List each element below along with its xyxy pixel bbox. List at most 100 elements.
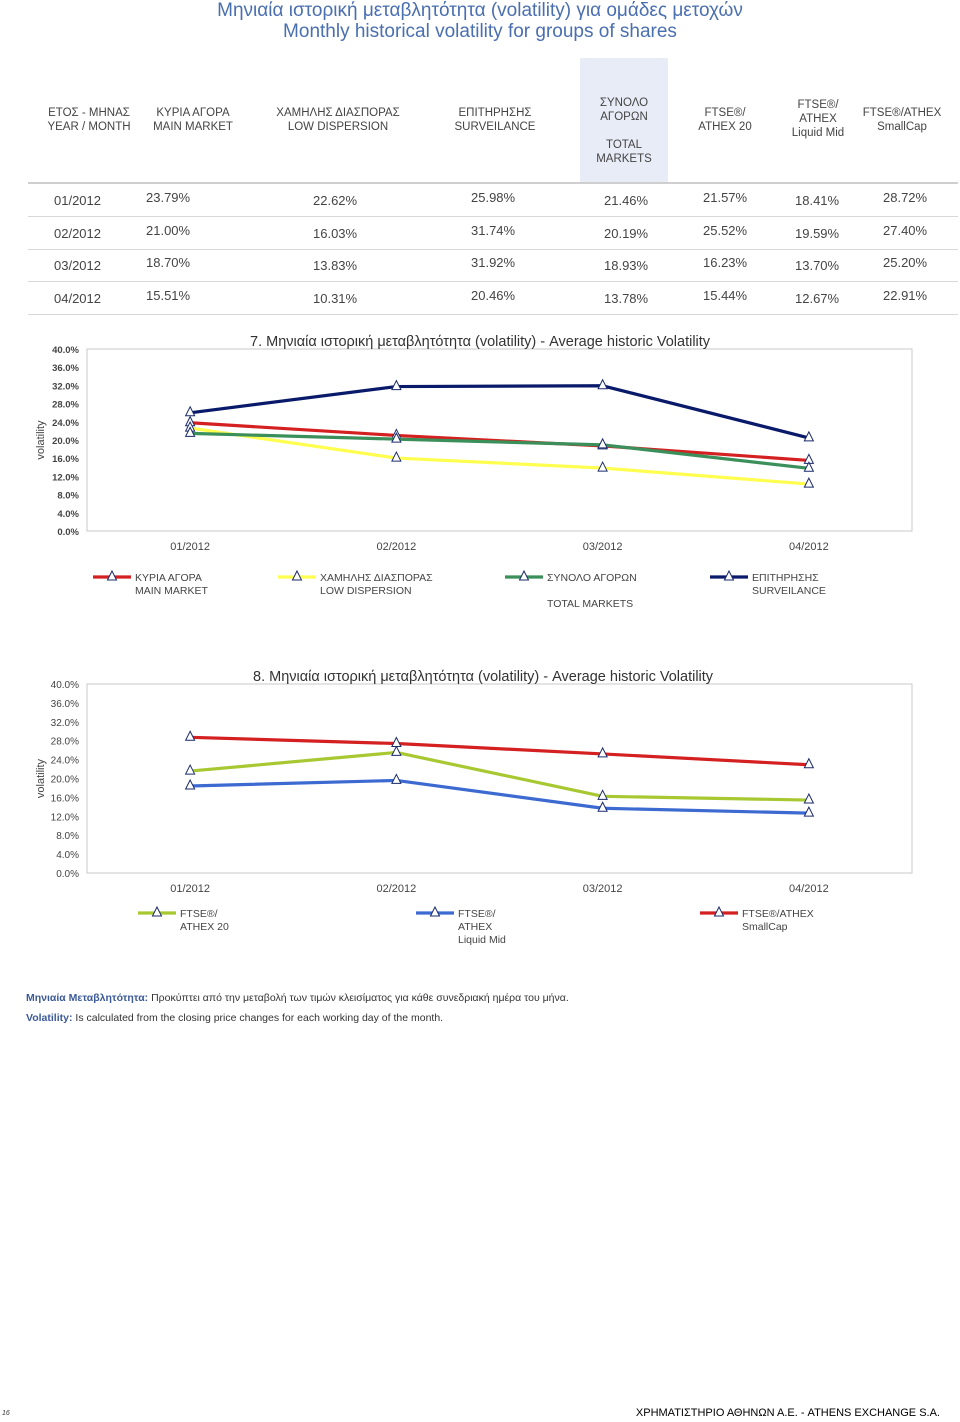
data-point bbox=[391, 450, 402, 462]
legend-marker bbox=[106, 569, 118, 581]
table-cell-value: 18.93% bbox=[604, 258, 649, 273]
header-line: FTSE®/ATHEX bbox=[862, 107, 942, 119]
note-greek: Μηνιαία Μεταβλητότητα: Προκύπτει από την… bbox=[26, 992, 569, 1004]
table-cell-value: 13.70% bbox=[795, 258, 840, 273]
y-tick-label: 20.0% bbox=[52, 436, 79, 447]
chart-title: 7. Μηνιαία ιστορική μεταβλητότητα (volat… bbox=[250, 334, 711, 350]
legend-label: FTSE®/ATHEX bbox=[742, 908, 814, 920]
x-tick-label: 02/2012 bbox=[376, 883, 416, 895]
y-tick-label: 20.0% bbox=[51, 775, 79, 786]
series-line bbox=[189, 426, 809, 486]
page-title-greek: Μηνιαία ιστορική μεταβλητότητα (volatili… bbox=[217, 0, 743, 21]
chart-svg: 0.0% 4.0% 8.0% 12.0% 16.0% 20.0% 24.0% 28.0% 32.… bbox=[35, 334, 913, 610]
legend-label: ΕΠΙΤΗΡΗΣΗΣ bbox=[752, 572, 819, 584]
data-point bbox=[803, 476, 815, 488]
legend-marker bbox=[291, 569, 303, 581]
note-english: Volatility: Is calculated from the closi… bbox=[26, 1012, 444, 1024]
data-point bbox=[803, 461, 815, 472]
y-axis-label: volatility bbox=[35, 758, 47, 798]
header-line: ΧΑΜΗΛΗΣ ΔΙΑΣΠΟΡΑΣ bbox=[276, 107, 400, 119]
legend-label: FTSE®/ bbox=[458, 908, 496, 920]
table-header-cell: ΕΤΟΣ - ΜΗΝΑΣ YEAR / MONTH bbox=[34, 106, 144, 134]
table-cell-value: 23.79% bbox=[146, 190, 191, 205]
table-cell-value: 20.46% bbox=[471, 287, 516, 303]
table-cell-value: 21.57% bbox=[703, 190, 748, 205]
chart-svg: 0.0% 4.0% 8.0% 12.0% 16.0% 20.0% 24.0% 28.0% 32.… bbox=[35, 669, 913, 946]
header-line: FTSE®/ bbox=[704, 107, 746, 119]
table-cell-value: 16.23% bbox=[703, 255, 748, 270]
legend-label: MAIN MARKET bbox=[135, 585, 209, 597]
legend-marker bbox=[518, 569, 530, 581]
y-tick-label: 12.0% bbox=[52, 472, 79, 483]
legend-label: ΧΑΜΗΛΗΣ ΔΙΑΣΠΟΡΑΣ bbox=[320, 572, 433, 584]
y-tick-label: 32.0% bbox=[52, 381, 79, 392]
table-cell-value: 21.46% bbox=[604, 193, 649, 208]
header-divider bbox=[28, 182, 958, 184]
series-line bbox=[189, 750, 809, 802]
y-tick-label: 8.0% bbox=[56, 831, 79, 842]
header-line: MAIN MARKET bbox=[153, 121, 233, 133]
header-line: YEAR / MONTH bbox=[47, 121, 131, 133]
data-point bbox=[184, 778, 196, 790]
series-line bbox=[190, 778, 809, 815]
y-tick-label: 24.0% bbox=[51, 756, 79, 767]
header-line: ΕΤΟΣ - ΜΗΝΑΣ bbox=[48, 107, 130, 119]
legend-marker bbox=[429, 905, 441, 917]
y-tick-label: 24.0% bbox=[52, 418, 79, 429]
table-cell-value: 25.52% bbox=[703, 222, 748, 238]
table-cell-value: 21.00% bbox=[146, 222, 191, 238]
legend-label: FTSE®/ bbox=[180, 908, 218, 920]
data-point bbox=[391, 379, 402, 391]
table-header-cell: FTSE®/ATHEX SmallCap bbox=[852, 106, 952, 134]
table-header-cell: ΣΥΝΟΛΟ ΑΓΟΡΩΝ TOTAL MARKETS bbox=[580, 96, 668, 166]
table-cell-value: 10.31% bbox=[313, 290, 358, 306]
data-point bbox=[184, 426, 196, 437]
x-tick-label: 01/2012 bbox=[170, 883, 210, 895]
table-cell-value: 25.20% bbox=[883, 255, 928, 270]
header-line: ATHEX bbox=[799, 113, 837, 125]
y-tick-label: 32.0% bbox=[51, 718, 79, 729]
table-cell-month: 03/2012 bbox=[54, 258, 101, 273]
header-line: ΚΥΡΙΑ ΑΓΟΡΑ bbox=[156, 107, 230, 119]
table-cell-value: 25.98% bbox=[471, 190, 516, 205]
legend-label: Liquid Mid bbox=[458, 934, 506, 946]
header-line: SURVEILANCE bbox=[454, 121, 536, 133]
series-line bbox=[190, 735, 809, 767]
data-point bbox=[597, 437, 608, 449]
legend-label: TOTAL MARKETS bbox=[547, 598, 633, 610]
y-tick-label: 4.0% bbox=[57, 509, 79, 520]
table-cell-month: 04/2012 bbox=[54, 290, 101, 306]
page-number: 16 bbox=[2, 1410, 10, 1417]
data-point bbox=[184, 405, 196, 417]
legend-label: SURVEILANCE bbox=[752, 585, 826, 597]
data-point bbox=[803, 792, 815, 804]
table-cell-value: 19.59% bbox=[795, 225, 840, 241]
table-cell-value: 31.74% bbox=[471, 222, 516, 238]
table-cell-value: 18.70% bbox=[146, 255, 191, 270]
table-header-cell: ΚΥΡΙΑ ΑΓΟΡΑ MAIN MARKET bbox=[138, 106, 248, 134]
data-point bbox=[597, 801, 608, 812]
legend-marker bbox=[723, 569, 735, 581]
table-header-cell: ΧΑΜΗΛΗΣ ΔΙΑΣΠΟΡΑΣ LOW DISPERSION bbox=[268, 106, 408, 134]
plot-area bbox=[86, 683, 913, 874]
series-line bbox=[190, 431, 810, 470]
data-point bbox=[391, 745, 402, 756]
data-point bbox=[803, 430, 815, 442]
page-title-english: Monthly historical volatility for groups… bbox=[283, 21, 677, 42]
table-header-cell: ΕΠΙΤΗΡΗΣΗΣ SURVEILANCE bbox=[440, 106, 550, 134]
footer-company: ΧΡΗΜΑΤΙΣΤΗΡΙΟ ΑΘΗΝΩΝ Α.Ε. - ATHENS EXCHA… bbox=[635, 1407, 940, 1419]
data-point bbox=[597, 746, 608, 758]
legend-label: LOW DISPERSION bbox=[320, 585, 412, 597]
data-point bbox=[803, 757, 815, 769]
data-point bbox=[184, 730, 196, 741]
data-point bbox=[391, 736, 402, 748]
table-row: 01/2012 23.79% 22.62% 25.98% 21.46% 21.57% 18.… bbox=[28, 184, 958, 217]
table-cell-value: 18.41% bbox=[795, 193, 840, 208]
x-tick-label: 01/2012 bbox=[170, 541, 210, 553]
x-tick-label: 04/2012 bbox=[789, 541, 829, 553]
y-tick-label: 28.0% bbox=[51, 737, 79, 748]
legend-marker bbox=[151, 905, 163, 917]
table-cell-value: 13.83% bbox=[313, 258, 358, 273]
table-cell-value: 12.67% bbox=[795, 290, 840, 306]
table-cell-value: 22.91% bbox=[883, 287, 928, 303]
